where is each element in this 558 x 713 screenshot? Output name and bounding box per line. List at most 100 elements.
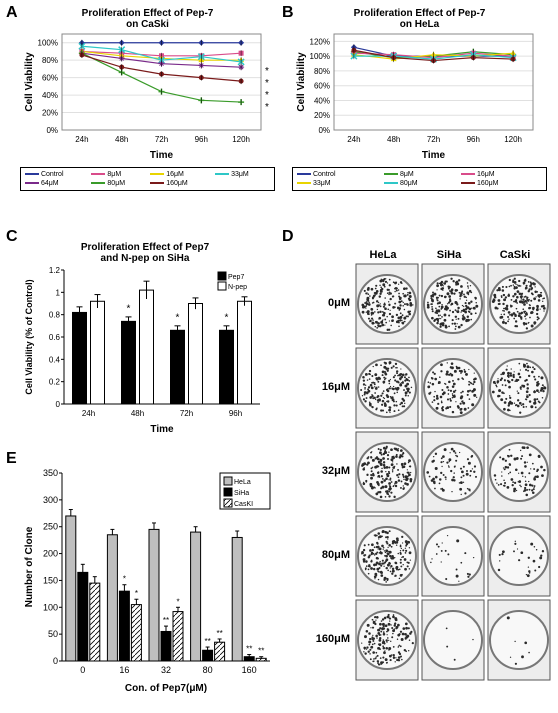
chart-c-svg: 00.20.40.60.811.224h*48h*72h*96hCell Via… — [20, 264, 270, 434]
svg-text:0%: 0% — [318, 126, 330, 135]
svg-text:*: * — [123, 575, 126, 584]
chart-e-svg: 0501001502002503003500**16***32****80***… — [20, 465, 280, 695]
svg-text:40%: 40% — [314, 96, 330, 105]
svg-text:HeLa: HeLa — [370, 249, 398, 261]
svg-text:N-pep: N-pep — [228, 284, 247, 291]
svg-text:60%: 60% — [42, 74, 58, 83]
svg-text:32: 32 — [161, 665, 171, 675]
svg-text:300: 300 — [43, 495, 58, 505]
svg-text:**: ** — [246, 645, 252, 654]
chart-c-title: Proliferation Effect of Pep7 and N-pep o… — [20, 242, 270, 264]
svg-text:Cell Viability (% of Control): Cell Viability (% of Control) — [24, 279, 34, 394]
chart-e: 0501001502002503003500**16***32****80***… — [20, 465, 280, 700]
svg-text:0.2: 0.2 — [49, 378, 61, 387]
svg-text:80: 80 — [203, 665, 213, 675]
svg-text:0: 0 — [56, 400, 61, 409]
svg-text:16: 16 — [119, 665, 129, 675]
svg-text:96h: 96h — [229, 409, 242, 418]
svg-text:48h: 48h — [131, 409, 144, 418]
svg-text:Number of Clone: Number of Clone — [24, 526, 35, 607]
panel-e-label: E — [6, 450, 17, 468]
chart-b-legend: Control 8μM 16μM 33μM 80μM 160μM — [292, 167, 547, 191]
svg-text:24h: 24h — [82, 409, 95, 418]
chart-a-svg: 0%20%40%60%80%100%24h48h72h96h120h****Ce… — [20, 30, 275, 160]
svg-text:Pep7: Pep7 — [228, 274, 244, 281]
svg-text:*: * — [265, 66, 269, 77]
svg-text:72h: 72h — [180, 409, 193, 418]
svg-text:350: 350 — [43, 468, 58, 478]
svg-text:250: 250 — [43, 522, 58, 532]
svg-text:*: * — [176, 597, 179, 606]
chart-c: Proliferation Effect of Pep7 and N-pep o… — [20, 242, 270, 439]
chart-b-title: Proliferation Effect of Pep-7 on HeLa — [292, 8, 547, 30]
svg-text:50: 50 — [48, 629, 58, 639]
svg-text:*: * — [265, 78, 269, 89]
svg-text:48h: 48h — [115, 135, 128, 144]
svg-text:1: 1 — [56, 288, 61, 297]
svg-text:Time: Time — [422, 150, 446, 161]
svg-text:**: ** — [216, 629, 222, 638]
svg-text:150: 150 — [43, 575, 58, 585]
svg-text:Cell Viability: Cell Viability — [296, 52, 307, 112]
svg-text:*: * — [225, 312, 229, 323]
svg-text:80%: 80% — [314, 67, 330, 76]
svg-text:0.8: 0.8 — [49, 311, 61, 320]
svg-text:80%: 80% — [42, 56, 58, 65]
panel-d-svg: HeLaSiHaCaSki0μM16μM32μM80μM160μM — [320, 248, 550, 698]
svg-text:72h: 72h — [155, 135, 168, 144]
svg-text:80μM: 80μM — [322, 549, 350, 561]
chart-b: Proliferation Effect of Pep-7 on HeLa 0%… — [292, 8, 547, 191]
svg-text:0.6: 0.6 — [49, 333, 61, 342]
svg-text:CasKI: CasKI — [234, 501, 253, 508]
svg-text:20%: 20% — [42, 109, 58, 118]
svg-text:16μM: 16μM — [322, 381, 350, 393]
chart-a-legend: Control 8μM 16μM 33μM 64μM 80μM 160μM — [20, 167, 275, 191]
chart-a: Proliferation Effect of Pep-7 on CaSki 0… — [20, 8, 275, 191]
svg-text:160μM: 160μM — [316, 633, 350, 645]
svg-text:24h: 24h — [75, 135, 88, 144]
svg-text:96h: 96h — [195, 135, 208, 144]
svg-text:120h: 120h — [504, 135, 522, 144]
panel-d-grid: HeLaSiHaCaSki0μM16μM32μM80μM160μM — [320, 248, 550, 703]
svg-text:0μM: 0μM — [328, 297, 350, 309]
svg-text:CaSki: CaSki — [500, 249, 531, 261]
svg-text:40%: 40% — [42, 91, 58, 100]
chart-a-title: Proliferation Effect of Pep-7 on CaSki — [20, 8, 275, 30]
svg-text:*: * — [265, 102, 269, 113]
svg-text:24h: 24h — [347, 135, 360, 144]
svg-text:200: 200 — [43, 549, 58, 559]
svg-text:160: 160 — [242, 665, 257, 675]
svg-text:0: 0 — [80, 665, 85, 675]
svg-text:0.4: 0.4 — [49, 355, 61, 364]
svg-text:**: ** — [204, 637, 210, 646]
svg-text:HeLa: HeLa — [234, 479, 251, 486]
svg-text:72h: 72h — [427, 135, 440, 144]
svg-text:20%: 20% — [314, 111, 330, 120]
svg-text:100%: 100% — [38, 39, 58, 48]
svg-text:120h: 120h — [232, 135, 250, 144]
svg-text:48h: 48h — [387, 135, 400, 144]
svg-text:32μM: 32μM — [322, 465, 350, 477]
svg-text:Time: Time — [150, 424, 174, 435]
svg-text:SiHa: SiHa — [234, 490, 249, 497]
chart-b-svg: 0% 20% 40% 60% 80% 100% 120% 24h 48h 72h 96h 120h Ce… — [292, 30, 547, 160]
svg-text:**: ** — [163, 616, 169, 625]
panel-a-label: A — [6, 4, 18, 22]
svg-text:Time: Time — [150, 150, 174, 161]
svg-text:SiHa: SiHa — [437, 249, 462, 261]
svg-text:**: ** — [258, 647, 264, 656]
svg-text:0: 0 — [53, 656, 58, 666]
svg-text:*: * — [135, 589, 138, 598]
svg-text:Con. of Pep7(μM): Con. of Pep7(μM) — [125, 683, 207, 694]
svg-text:*: * — [127, 303, 131, 314]
svg-text:96h: 96h — [467, 135, 480, 144]
panel-d-label: D — [282, 228, 294, 246]
svg-text:60%: 60% — [314, 82, 330, 91]
svg-text:Cell Viability: Cell Viability — [24, 52, 35, 112]
svg-text:120%: 120% — [310, 37, 330, 46]
svg-text:0%: 0% — [46, 126, 58, 135]
svg-text:1.2: 1.2 — [49, 266, 61, 275]
svg-text:100%: 100% — [310, 52, 330, 61]
panel-c-label: C — [6, 228, 18, 246]
svg-text:100: 100 — [43, 602, 58, 612]
